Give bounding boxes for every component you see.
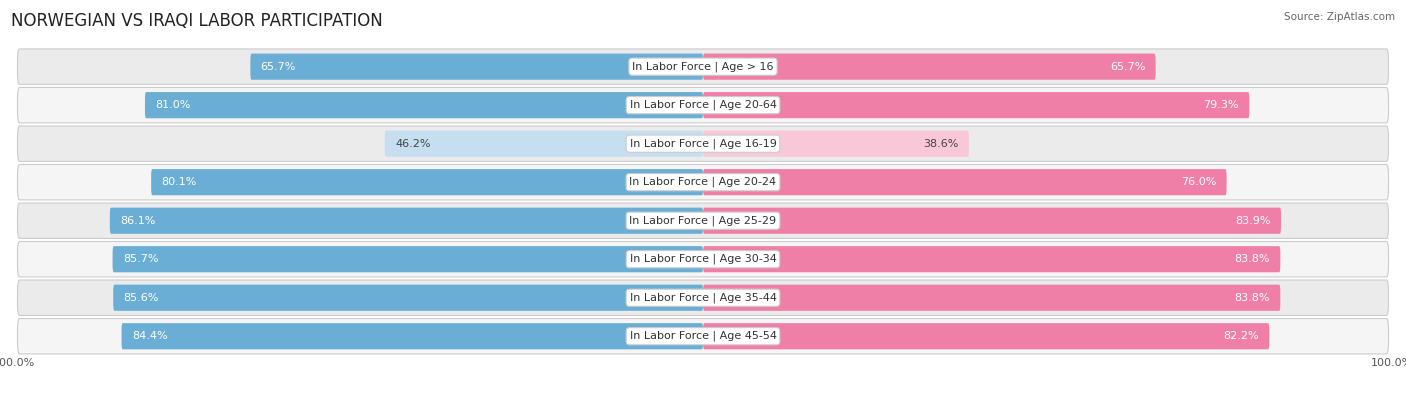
FancyBboxPatch shape xyxy=(152,169,703,195)
FancyBboxPatch shape xyxy=(703,169,1226,195)
FancyBboxPatch shape xyxy=(703,208,1281,234)
FancyBboxPatch shape xyxy=(17,126,1389,162)
Text: 85.7%: 85.7% xyxy=(122,254,159,264)
FancyBboxPatch shape xyxy=(121,323,703,349)
FancyBboxPatch shape xyxy=(385,131,703,157)
Text: 65.7%: 65.7% xyxy=(1109,62,1146,71)
Text: In Labor Force | Age 25-29: In Labor Force | Age 25-29 xyxy=(630,215,776,226)
Text: 65.7%: 65.7% xyxy=(260,62,297,71)
Text: In Labor Force | Age 20-64: In Labor Force | Age 20-64 xyxy=(630,100,776,111)
FancyBboxPatch shape xyxy=(250,54,703,80)
Text: In Labor Force | Age > 16: In Labor Force | Age > 16 xyxy=(633,61,773,72)
FancyBboxPatch shape xyxy=(17,164,1389,200)
FancyBboxPatch shape xyxy=(703,285,1281,311)
FancyBboxPatch shape xyxy=(112,246,703,272)
Text: 80.1%: 80.1% xyxy=(162,177,197,187)
Text: 46.2%: 46.2% xyxy=(395,139,430,149)
Text: In Labor Force | Age 45-54: In Labor Force | Age 45-54 xyxy=(630,331,776,342)
Text: 76.0%: 76.0% xyxy=(1181,177,1216,187)
Text: 86.1%: 86.1% xyxy=(120,216,156,226)
Text: 83.9%: 83.9% xyxy=(1236,216,1271,226)
FancyBboxPatch shape xyxy=(17,241,1389,277)
FancyBboxPatch shape xyxy=(703,131,969,157)
Text: Source: ZipAtlas.com: Source: ZipAtlas.com xyxy=(1284,12,1395,22)
Text: In Labor Force | Age 16-19: In Labor Force | Age 16-19 xyxy=(630,138,776,149)
Text: In Labor Force | Age 20-24: In Labor Force | Age 20-24 xyxy=(630,177,776,188)
FancyBboxPatch shape xyxy=(17,203,1389,239)
Text: 83.8%: 83.8% xyxy=(1234,254,1270,264)
Text: 82.2%: 82.2% xyxy=(1223,331,1258,341)
Text: 38.6%: 38.6% xyxy=(924,139,959,149)
FancyBboxPatch shape xyxy=(17,318,1389,354)
Text: 81.0%: 81.0% xyxy=(155,100,191,110)
FancyBboxPatch shape xyxy=(110,208,703,234)
FancyBboxPatch shape xyxy=(17,280,1389,316)
Text: In Labor Force | Age 35-44: In Labor Force | Age 35-44 xyxy=(630,292,776,303)
FancyBboxPatch shape xyxy=(703,246,1281,272)
FancyBboxPatch shape xyxy=(17,87,1389,123)
Text: NORWEGIAN VS IRAQI LABOR PARTICIPATION: NORWEGIAN VS IRAQI LABOR PARTICIPATION xyxy=(11,12,382,30)
FancyBboxPatch shape xyxy=(703,92,1250,118)
FancyBboxPatch shape xyxy=(703,54,1156,80)
Text: 79.3%: 79.3% xyxy=(1204,100,1239,110)
Text: 85.6%: 85.6% xyxy=(124,293,159,303)
Text: 83.8%: 83.8% xyxy=(1234,293,1270,303)
Text: 84.4%: 84.4% xyxy=(132,331,167,341)
FancyBboxPatch shape xyxy=(145,92,703,118)
FancyBboxPatch shape xyxy=(114,285,703,311)
FancyBboxPatch shape xyxy=(703,323,1270,349)
FancyBboxPatch shape xyxy=(17,49,1389,85)
Text: In Labor Force | Age 30-34: In Labor Force | Age 30-34 xyxy=(630,254,776,265)
